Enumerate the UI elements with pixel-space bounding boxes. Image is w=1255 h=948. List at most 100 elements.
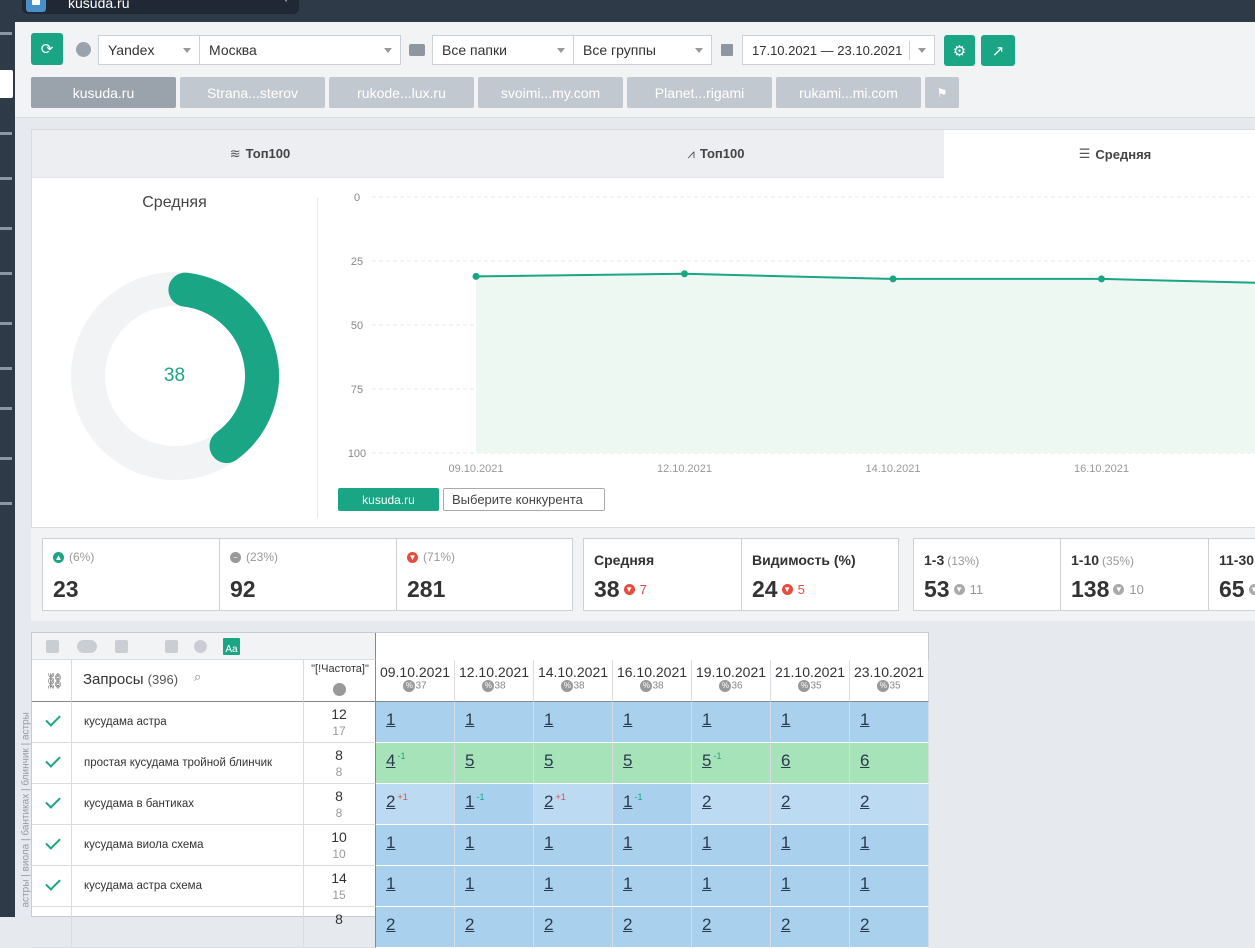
position-value[interactable]: 1 [386,833,397,853]
site-tab-rukami[interactable]: rukami...mi.com [776,77,921,108]
site-tab-strana[interactable]: Strana...sterov [180,77,325,108]
position-value[interactable]: 1 [860,710,871,730]
position-value[interactable]: 1 [860,874,871,894]
row-checkbox[interactable] [32,702,72,743]
position-value[interactable]: 2 [860,792,871,812]
export-button[interactable]: ↗ [981,35,1015,66]
position-value[interactable]: 1 -1 [623,792,642,812]
tab-average[interactable]: ☰ Средняя [944,130,1255,178]
link-column-header[interactable]: ⛓ [32,660,72,702]
position-value[interactable]: 1 [386,874,397,894]
position-cell[interactable]: 5 [534,743,613,784]
position-cell[interactable]: 2 [771,784,850,825]
position-value[interactable]: 1 [781,710,792,730]
date-column-header[interactable]: 12.10.2021% 38 [455,660,534,702]
sidebar-item[interactable] [0,272,12,275]
position-cell[interactable]: 1 [771,702,850,743]
site-tab-rukode[interactable]: rukode...lux.ru [329,77,474,108]
position-cell[interactable]: 1 [850,825,929,866]
position-value[interactable]: 2 [465,915,476,935]
position-value[interactable]: 2 +1 [544,792,566,812]
position-value[interactable]: 5 -1 [702,751,721,771]
sidebar-item[interactable] [0,177,12,180]
position-value[interactable]: 1 [544,874,555,894]
link-icon[interactable] [115,640,128,653]
list-icon[interactable] [165,640,178,653]
groups-select[interactable]: Все группы [573,35,712,65]
position-value[interactable]: 1 [702,874,713,894]
position-cell[interactable]: 5 -1 [692,743,771,784]
flag-button[interactable]: ⚑ [925,77,959,108]
query-cell[interactable]: кусудама астра [72,702,304,743]
position-cell[interactable]: 1 [613,702,692,743]
contrast-icon[interactable] [194,640,207,653]
position-value[interactable]: 6 [781,751,792,771]
position-value[interactable]: 1 [781,833,792,853]
position-value[interactable]: 2 [781,915,792,935]
date-column-header[interactable]: 21.10.2021% 35 [771,660,850,702]
date-column-header[interactable]: 09.10.2021% 37 [376,660,455,702]
position-cell[interactable]: 1 -1 [613,784,692,825]
query-cell[interactable]: кусудама астра схема [72,866,304,907]
position-value[interactable]: 2 +1 [386,792,408,812]
position-value[interactable]: 5 [544,751,555,771]
project-select[interactable]: kusuda.ru ▼ [22,0,299,14]
sidebar-item-active[interactable] [0,70,13,98]
queries-column-header[interactable]: Запросы (396) ⌕ [72,660,304,702]
row-checkbox[interactable] [32,743,72,784]
position-value[interactable]: 6 [860,751,871,771]
position-cell[interactable]: 1 [455,866,534,907]
position-value[interactable]: 1 [702,710,713,730]
position-cell[interactable]: 1 [455,825,534,866]
position-cell[interactable]: 5 [613,743,692,784]
date-column-header[interactable]: 23.10.2021% 35 [850,660,929,702]
toggle-icon[interactable] [77,640,97,653]
query-cell[interactable]: кусудама в бантиках [72,784,304,825]
position-cell[interactable]: 1 [534,866,613,907]
query-cell[interactable] [72,907,304,948]
folders-select[interactable]: Все папки [432,35,574,65]
position-value[interactable]: 1 -1 [465,792,484,812]
refresh-button[interactable]: ⟳ [31,33,63,65]
position-cell[interactable]: 1 [850,866,929,907]
date-column-header[interactable]: 16.10.2021% 38 [613,660,692,702]
settings-button[interactable]: ⚙ [944,35,975,66]
position-cell[interactable]: 1 [850,702,929,743]
position-cell[interactable]: 2 [850,784,929,825]
position-value[interactable]: 1 [465,833,476,853]
position-cell[interactable]: 1 [771,825,850,866]
position-value[interactable]: 2 [623,915,634,935]
date-column-header[interactable]: 19.10.2021% 36 [692,660,771,702]
position-value[interactable]: 5 [623,751,634,771]
position-cell[interactable]: 2 [771,907,850,948]
row-checkbox[interactable] [32,784,72,825]
position-cell[interactable]: 1 [771,866,850,907]
position-value[interactable]: 1 [623,874,634,894]
search-engine-select[interactable]: Yandex [98,35,200,65]
position-cell[interactable]: 2 [613,907,692,948]
chart-site-button[interactable]: kusuda.ru [338,488,439,511]
query-cell[interactable]: простая кусудама тройной блинчик [72,743,304,784]
font-size-icon[interactable]: Aa [223,638,240,655]
position-cell[interactable]: 1 [613,866,692,907]
position-cell[interactable]: 2 +1 [376,784,455,825]
position-cell[interactable]: 1 [534,702,613,743]
row-checkbox[interactable] [32,866,72,907]
date-column-header[interactable]: 14.10.2021% 38 [534,660,613,702]
position-value[interactable]: 1 [623,833,634,853]
position-value[interactable]: 1 [860,833,871,853]
position-value[interactable]: 1 [386,710,397,730]
position-cell[interactable]: 1 [455,702,534,743]
position-value[interactable]: 2 [386,915,397,935]
position-cell[interactable]: 2 [692,784,771,825]
position-cell[interactable]: 1 [692,825,771,866]
sidebar-item[interactable] [0,457,12,460]
sidebar-item[interactable] [0,367,12,370]
competitor-select[interactable]: Выберите конкурента [443,488,605,511]
site-tab-planet[interactable]: Planet...rigami [627,77,772,108]
position-value[interactable]: 1 [544,833,555,853]
position-value[interactable]: 2 [702,915,713,935]
position-cell[interactable]: 6 [771,743,850,784]
position-cell[interactable]: 2 [534,907,613,948]
row-checkbox[interactable] [32,825,72,866]
